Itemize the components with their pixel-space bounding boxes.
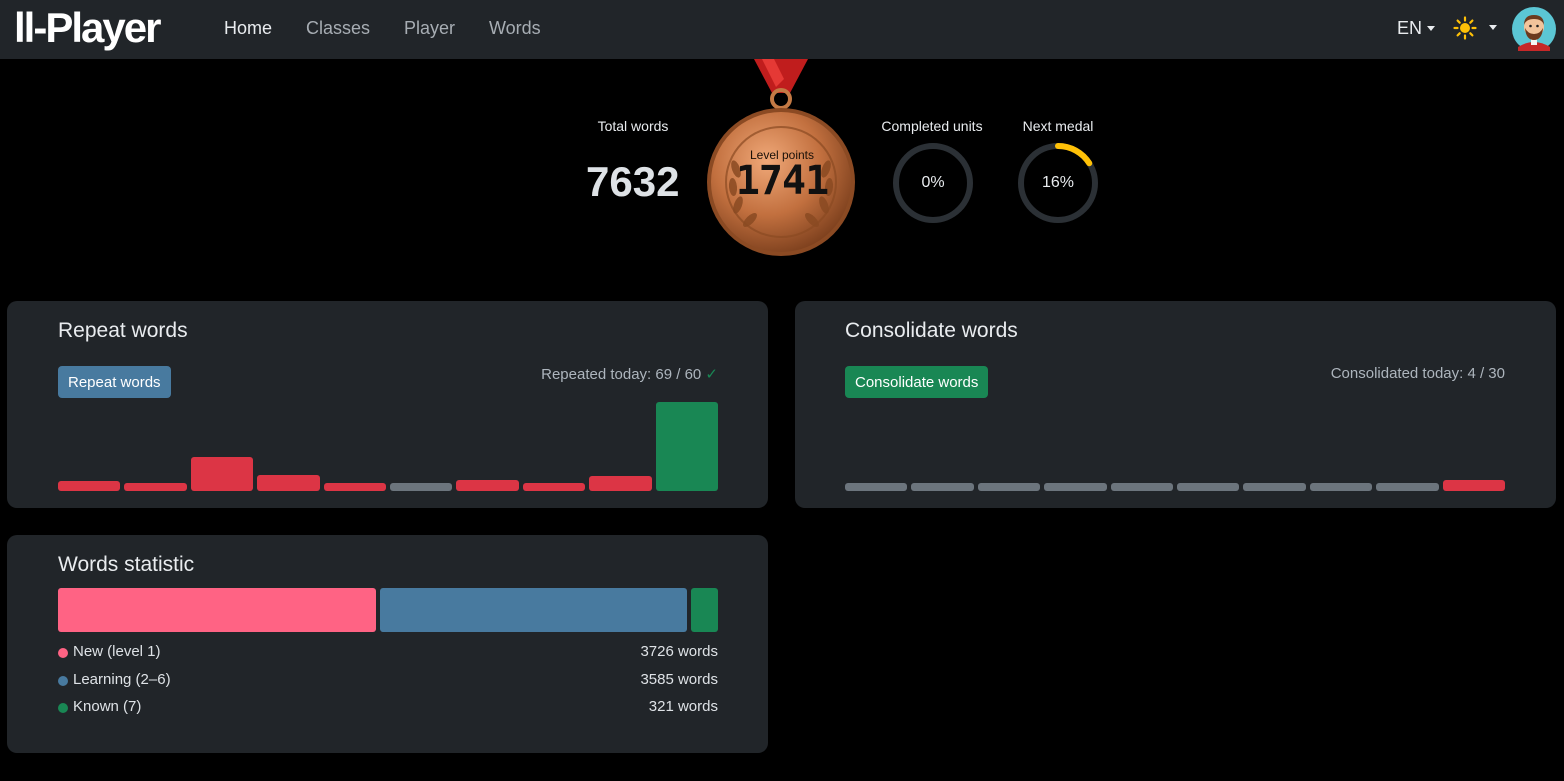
legend-count-learning: 3585 words [640,671,718,688]
repeat-words-card: Repeat words Repeat words Repeated today… [7,301,768,508]
consolidate-bar [977,483,1041,491]
nav-link-home[interactable]: Home [224,18,273,38]
consolidated-today-text: Consolidated today: 4 / 30 [1330,365,1505,382]
consolidate-bar [1243,483,1306,491]
level-points-value: 1741 [735,158,829,204]
consolidate-bar [1177,483,1240,491]
statistic-segment [58,588,377,632]
completed-units-value: 0% [921,174,945,191]
nav-link-words[interactable]: Words [489,18,541,38]
legend-row-new: New (level 1) 3726 words [58,643,718,663]
chevron-down-icon [1489,25,1498,31]
consolidate-bar [1110,483,1173,491]
next-medal-ring [1018,143,1098,223]
legend-count-new: 3726 words [640,643,718,660]
user-avatar[interactable] [1512,7,1556,51]
total-words-label: Total words [597,118,669,134]
consolidate-words-title: Consolidate words [845,319,1018,342]
legend-count-known: 321 words [648,698,718,715]
check-icon: ✓ [705,366,718,383]
repeat-bar [190,457,254,491]
consolidate-bar [1442,480,1505,491]
nav-link-player[interactable]: Player [404,18,456,38]
repeat-bar [589,476,652,491]
repeat-bar [522,483,586,491]
language-label: EN [1397,18,1423,38]
bronze-medal-icon [707,59,855,256]
repeat-bar-chart [58,402,718,491]
repeated-today-text: Repeated today: 69 / 60 ✓ [541,365,718,383]
consolidate-words-card: Consolidate words Consolidate words Cons… [795,301,1556,508]
next-medal-value: 16% [1041,174,1075,191]
level-points-label: Level points [749,148,815,162]
consolidate-bar [1309,483,1373,491]
legend-name-learning: Learning (2–6) [73,671,171,688]
repeat-bar [456,480,519,491]
consolidate-bar-chart [845,402,1505,491]
legend-dot-known [58,703,68,713]
consolidate-bar [911,483,974,491]
language-dropdown[interactable]: EN [1397,18,1436,38]
legend-row-known: Known (7) 321 words [58,698,718,718]
nav-link-classes[interactable]: Classes [306,18,371,38]
next-medal-label: Next medal [1022,118,1094,134]
statistic-segment [380,588,687,632]
brand-logo[interactable]: ll-Player [14,4,161,51]
words-statistic-title: Words statistic [58,553,195,576]
consolidate-bar [1044,483,1107,491]
chevron-down-icon [1427,26,1436,31]
theme-dropdown[interactable] [1453,16,1498,40]
repeated-today-value: Repeated today: 69 / 60 [541,366,702,383]
repeat-bar [390,483,453,491]
repeat-bar [124,483,187,491]
legend-name-known: Known (7) [73,698,142,715]
consolidate-bar [1376,483,1439,491]
repeat-words-title: Repeat words [58,319,188,342]
repeat-bar [257,475,320,491]
consolidate-words-button[interactable]: Consolidate words [845,366,989,398]
legend-name-new: New (level 1) [73,643,161,660]
sun-icon [1453,16,1477,40]
legend-dot-learning [58,676,68,686]
legend-row-learning: Learning (2–6) 3585 words [58,671,718,691]
navbar: ll-Player Home Classes Player Words EN [0,0,1564,59]
completed-units-ring [893,143,973,223]
legend-dot-new [58,648,68,658]
repeat-words-button[interactable]: Repeat words [58,366,171,398]
words-statistic-card [7,535,768,753]
repeat-bar [58,481,121,491]
total-words-value: 7632 [586,158,680,205]
repeat-bar [323,483,386,491]
words-statistic-bar [58,588,718,632]
statistic-segment [690,588,718,632]
repeat-bar [655,402,718,491]
completed-units-label: Completed units [881,118,983,134]
consolidate-bar [845,483,908,491]
